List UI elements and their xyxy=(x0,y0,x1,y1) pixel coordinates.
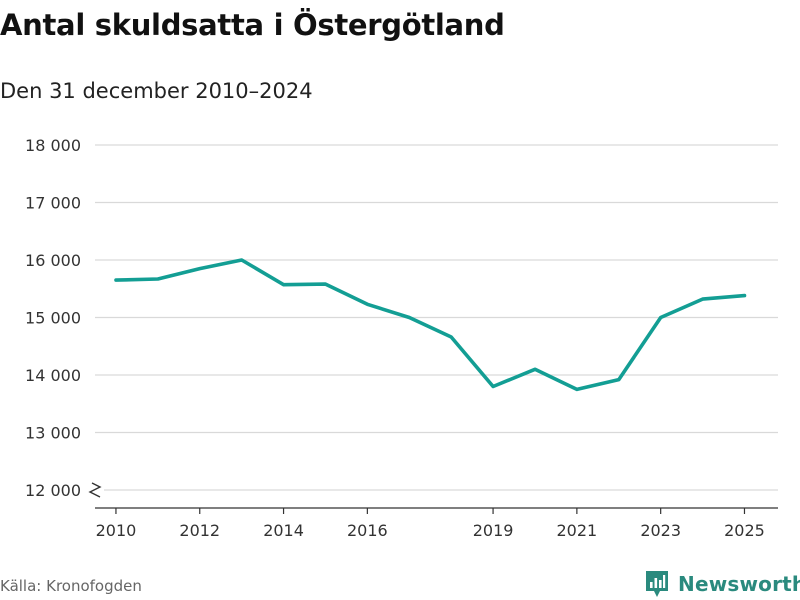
y-tick-label: 12 000 xyxy=(25,481,81,500)
series-line xyxy=(114,258,747,392)
x-tick-label: 2021 xyxy=(557,521,598,540)
y-tick-label: 16 000 xyxy=(25,251,81,270)
y-tick-label: 15 000 xyxy=(25,309,81,328)
x-tick-label: 2023 xyxy=(640,521,681,540)
y-tick-label: 18 000 xyxy=(25,136,81,155)
x-tick-label: 2016 xyxy=(347,521,388,540)
y-tick-label: 14 000 xyxy=(25,366,81,385)
y-tick-label: 13 000 xyxy=(25,424,81,443)
axis-break-icon xyxy=(88,482,102,498)
x-tick-label: 2019 xyxy=(473,521,514,540)
x-tick-label: 2012 xyxy=(179,521,220,540)
x-tick-label: 2014 xyxy=(263,521,304,540)
brand-name: Newsworthy xyxy=(678,572,800,596)
x-tick-label: 2010 xyxy=(96,521,137,540)
chart-subtitle: Den 31 december 2010–2024 xyxy=(0,79,313,103)
y-tick-label: 17 000 xyxy=(25,194,81,213)
source-note: Källa: Kronofogden xyxy=(0,577,142,595)
x-tick-label: 2025 xyxy=(724,521,765,540)
chart-title: Antal skuldsatta i Östergötland xyxy=(0,8,505,42)
newsworthy-logo-icon xyxy=(646,571,668,597)
brand: Newsworthy xyxy=(644,568,800,600)
line-chart: 12 000 13 000 14 000 15 000 16 000 17 000 18 0… xyxy=(25,136,778,540)
